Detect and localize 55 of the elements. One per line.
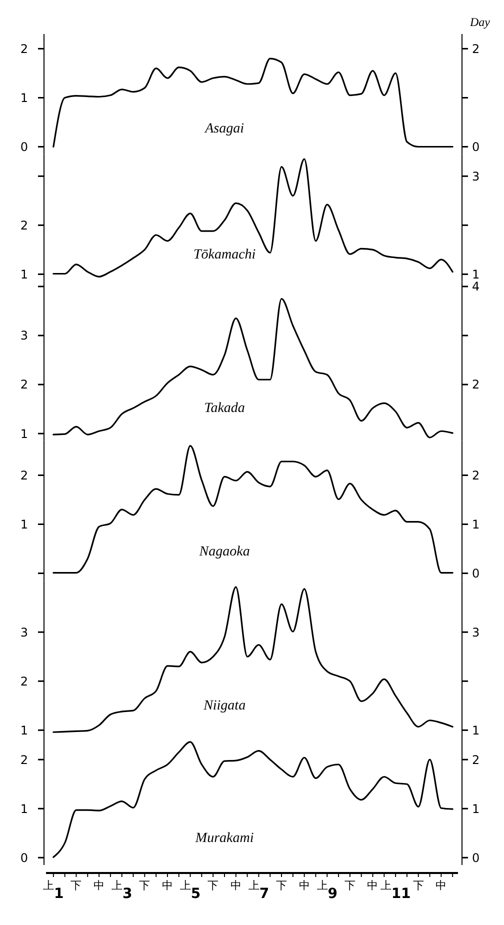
y-tick-label: 2 bbox=[20, 674, 28, 688]
line-series bbox=[52, 298, 454, 438]
x-tick-label: 中 bbox=[367, 879, 378, 892]
y-tick-label: 0 bbox=[20, 140, 28, 154]
line-series bbox=[52, 158, 454, 278]
y-tick-label: 2 bbox=[20, 42, 28, 56]
x-tick-label: 下 bbox=[139, 879, 150, 892]
y2-tick-label: 4 bbox=[472, 280, 480, 294]
y-tick-label: 1 bbox=[20, 517, 28, 532]
text: Tōkamachi bbox=[193, 248, 256, 263]
y-tick-label: 1 bbox=[20, 723, 28, 738]
y-tick-label: 2 bbox=[20, 752, 28, 767]
y-tick-label: 1 bbox=[20, 267, 28, 282]
x-tick-label: 中 bbox=[298, 879, 310, 892]
text: Niigata bbox=[202, 698, 246, 714]
y2-tick-label: 0 bbox=[472, 140, 480, 154]
x-tick-label: 中 bbox=[230, 879, 242, 892]
y-tick-label: 2 bbox=[20, 378, 28, 392]
text: Asagai bbox=[204, 121, 244, 136]
y2-tick-label: 1 bbox=[472, 267, 480, 282]
y2-tick-label: 1 bbox=[472, 517, 480, 532]
text: Nagaoka bbox=[198, 544, 250, 560]
y-tick-label: 2 bbox=[20, 218, 28, 232]
line-series bbox=[52, 741, 454, 858]
y-tick-label: 3 bbox=[20, 328, 28, 343]
y2-axis-title: Day bbox=[469, 15, 491, 29]
line-series bbox=[52, 58, 454, 148]
y-tick-label: 0 bbox=[20, 850, 28, 865]
y2-tick-label: 0 bbox=[472, 850, 480, 865]
x-tick-label: 中 bbox=[436, 879, 447, 892]
x-tick-label: 下 bbox=[412, 879, 424, 892]
y2-tick-label: 1 bbox=[472, 802, 480, 816]
y2-tick-label: 3 bbox=[472, 169, 480, 184]
y2-tick-label: 3 bbox=[472, 625, 480, 640]
y2-tick-label: 2 bbox=[472, 752, 480, 767]
y-tick-label: 3 bbox=[20, 625, 28, 640]
y2-tick-label: 2 bbox=[472, 378, 480, 392]
x-tick-label: 下 bbox=[208, 879, 219, 892]
line-series bbox=[52, 445, 454, 574]
y2-tick-label: 0 bbox=[472, 566, 480, 580]
y2-tick-label: 1 bbox=[472, 723, 480, 738]
x-tick-label: 中 bbox=[162, 879, 173, 892]
text: Murakami bbox=[194, 831, 254, 846]
y2-tick-label: 2 bbox=[472, 468, 480, 482]
x-tick-label: 下 bbox=[276, 879, 288, 892]
x-tick-label: 下 bbox=[70, 879, 82, 892]
y-tick-label: 1 bbox=[20, 90, 28, 105]
x-tick-label: 中 bbox=[94, 879, 105, 892]
y2-tick-label: 2 bbox=[472, 42, 480, 56]
x-tick-label: 下 bbox=[344, 879, 356, 892]
y-tick-label: 1 bbox=[20, 426, 28, 441]
y-tick-label: 1 bbox=[20, 802, 28, 816]
line-series bbox=[52, 586, 454, 733]
y-tick-label: 2 bbox=[20, 468, 28, 482]
text: Takada bbox=[204, 401, 245, 416]
